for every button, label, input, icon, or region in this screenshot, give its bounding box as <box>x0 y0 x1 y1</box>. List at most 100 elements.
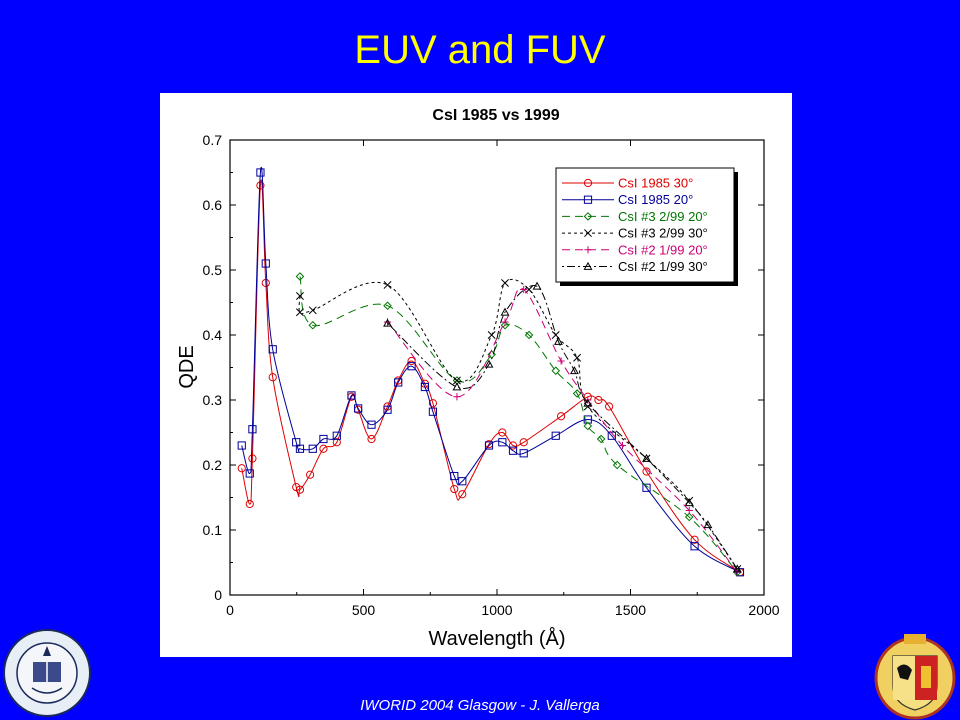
slide-title: EUV and FUV <box>354 28 606 72</box>
geneva-coat-of-arms <box>874 634 956 720</box>
data-point-square <box>642 483 651 492</box>
y-tick-label: 0.2 <box>203 457 223 473</box>
data-point-plus <box>453 393 461 401</box>
data-point-square <box>332 431 341 440</box>
data-point-diamond <box>684 512 694 522</box>
data-point-circle <box>295 485 305 494</box>
data-point-square <box>690 542 699 551</box>
data-point-triangle <box>532 281 542 290</box>
data-point-triangle <box>703 520 713 529</box>
data-point-circle <box>642 467 651 476</box>
data-point-circle <box>407 356 416 366</box>
data-point-circle <box>248 454 257 463</box>
data-point-square <box>484 441 494 450</box>
legend-label: CsI #2 1/99 30° <box>618 259 708 274</box>
data-point-square <box>498 438 507 447</box>
series-line <box>387 287 738 573</box>
data-point-circle <box>306 470 315 479</box>
data-point-x <box>308 306 317 315</box>
series-line <box>241 166 741 573</box>
data-point-x <box>452 376 461 385</box>
data-point-circle <box>605 402 614 411</box>
data-point-circle <box>458 490 467 499</box>
data-point-diamond <box>383 301 392 311</box>
data-point-diamond <box>572 389 582 398</box>
uc-berkeley-seal <box>3 629 91 717</box>
data-point-square <box>458 477 467 486</box>
qde-chart: CsI 1985 vs 1999 0 500 1000 1500 2000 0 0.1 0.2… <box>176 107 780 650</box>
x-tick-label: 500 <box>352 602 376 618</box>
data-point-square <box>261 259 270 268</box>
series-4 <box>296 278 742 573</box>
legend-box <box>555 167 735 283</box>
series-line <box>387 284 738 570</box>
data-point-triangle <box>642 453 651 462</box>
data-point-square <box>248 425 257 434</box>
data-point-triangle <box>452 382 462 391</box>
y-axis-label: QDE <box>176 345 198 388</box>
y-tick-label: 0.4 <box>203 327 223 343</box>
data-point-square <box>407 362 416 371</box>
data-point-square <box>256 168 265 177</box>
data-point-x <box>573 353 582 362</box>
data-point-square <box>394 378 403 387</box>
series-6 <box>383 281 742 573</box>
chart-title: CsI 1985 vs 1999 <box>432 107 559 124</box>
series-layer <box>237 166 745 577</box>
data-point-square <box>607 431 616 440</box>
axes: 0 500 1000 1500 2000 0 0.1 0.2 0.3 0.4 0.5 0.6 0.7 <box>203 132 780 618</box>
data-point-plus <box>584 246 592 254</box>
data-point-x <box>501 279 509 287</box>
data-point-square <box>367 420 376 429</box>
data-point-circle <box>498 428 507 437</box>
footer: IWORID 2004 Glasgow - J. Vallerga <box>360 697 600 714</box>
legend-label: CsI #3 2/99 20° <box>618 209 708 224</box>
data-point-square <box>519 449 528 458</box>
data-point-diamond <box>583 212 593 221</box>
data-point-plus <box>557 357 565 365</box>
data-point-diamond <box>295 272 305 281</box>
data-point-triangle <box>583 261 593 270</box>
data-point-square <box>551 431 560 440</box>
data-point-triangle <box>500 307 510 316</box>
data-point-circle <box>508 441 518 450</box>
data-point-x <box>383 280 392 289</box>
data-point-plus <box>618 441 627 450</box>
data-point-square <box>245 469 254 478</box>
data-point-square <box>268 345 277 354</box>
data-point-triangle <box>684 498 694 507</box>
data-point-square <box>354 404 363 413</box>
y-tick-label: 0.1 <box>203 522 223 538</box>
data-point-diamond <box>612 460 622 470</box>
legend-label: CsI #2 1/99 20° <box>618 242 708 257</box>
data-point-square <box>420 382 430 392</box>
legend: CsI 1985 30°CsI 1985 20° CsI #3 2/99 20° C… <box>555 167 738 286</box>
data-point-triangle <box>583 398 593 407</box>
data-point-diamond <box>596 434 606 444</box>
data-point-square <box>319 434 328 444</box>
series-line <box>299 276 738 573</box>
y-tick-label: 0.5 <box>203 262 223 278</box>
data-point-x <box>296 292 304 300</box>
data-point-circle <box>428 399 438 408</box>
data-point-diamond <box>308 320 318 330</box>
legend-label: CsI 1985 30° <box>618 176 693 191</box>
data-point-circle <box>261 278 270 288</box>
data-point-triangle <box>383 318 392 327</box>
series-line <box>241 179 741 573</box>
data-point-circle <box>245 499 254 509</box>
series-line <box>298 278 738 570</box>
data-point-circle <box>450 484 459 494</box>
data-point-circle <box>319 444 328 453</box>
data-point-square <box>295 444 305 453</box>
data-point-triangle <box>484 359 494 368</box>
data-point-circle <box>594 395 603 405</box>
data-point-circle <box>690 535 699 544</box>
data-point-circle <box>237 464 246 473</box>
data-point-square <box>308 444 317 453</box>
x-axis-label: Wavelength (Å) <box>428 627 565 650</box>
data-point-circle <box>256 181 265 190</box>
series-5 <box>383 285 741 576</box>
chart-panel: CsI 1985 vs 1999 0 500 1000 1500 2000 0 0.1 0.2… <box>160 93 792 657</box>
y-tick-label: 0.3 <box>203 392 223 408</box>
